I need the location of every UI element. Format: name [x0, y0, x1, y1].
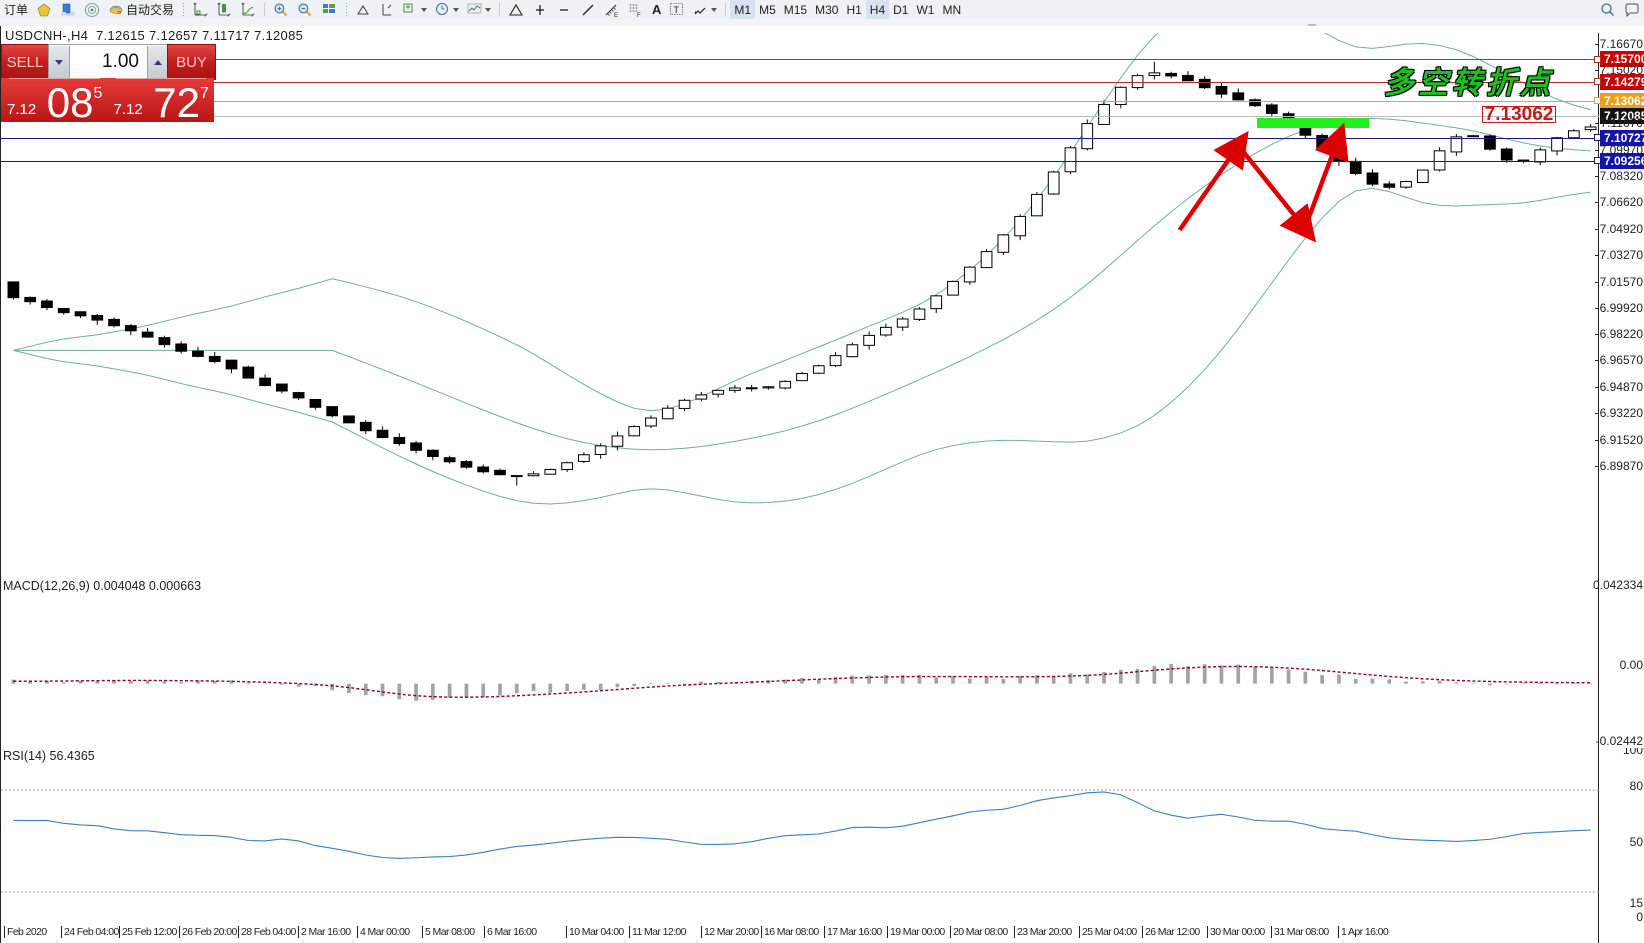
- svg-text:F: F: [637, 13, 641, 18]
- svg-text:E: E: [614, 13, 618, 18]
- svg-text:T: T: [674, 5, 680, 15]
